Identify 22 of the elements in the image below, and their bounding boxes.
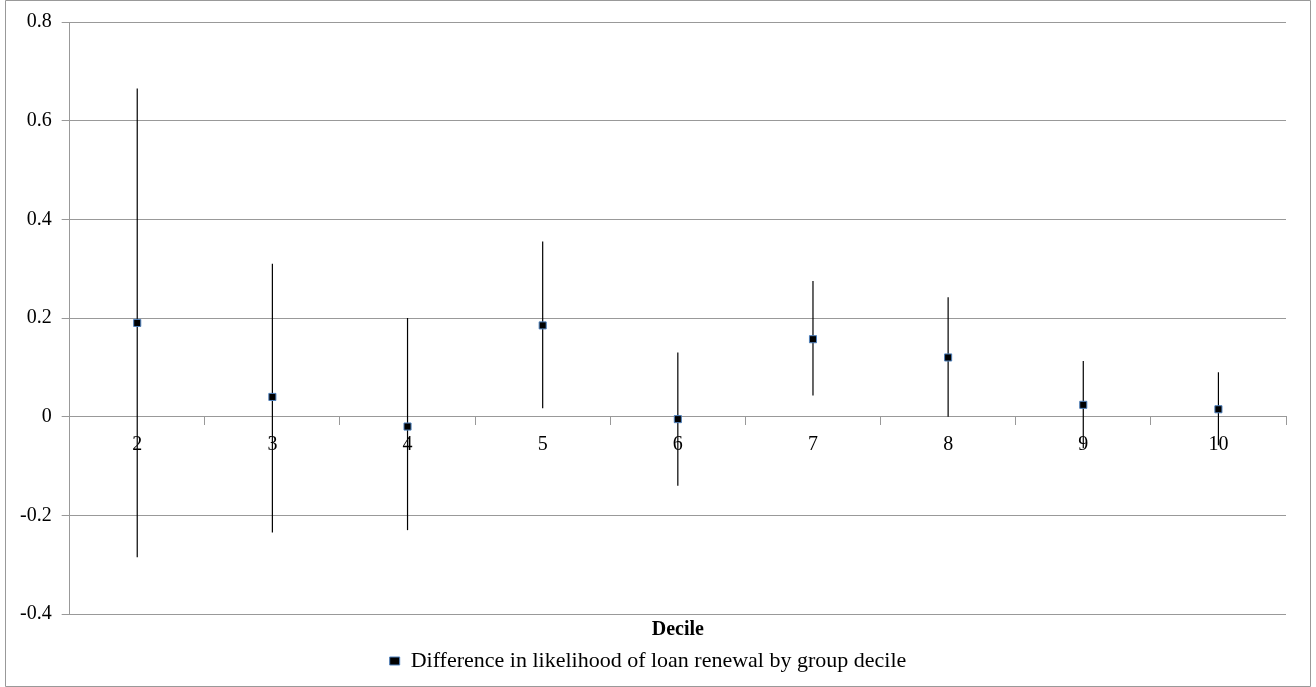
x-tick-label: 8 [943, 431, 954, 454]
point [268, 392, 277, 401]
point [673, 415, 682, 424]
y-tick-label: 0.2 [26, 305, 52, 328]
legend-label: Difference in likelihood of loan renewal by group decile [410, 646, 907, 672]
point [1079, 400, 1088, 409]
x-tick-label: 7 [807, 431, 818, 454]
y-tick-label: 0 [41, 403, 52, 426]
x-tick-label: 5 [537, 431, 548, 454]
y-tick-label: -0.2 [19, 502, 52, 525]
point [808, 335, 818, 344]
x-tick-label: 10 [1208, 431, 1229, 454]
point [1214, 405, 1223, 414]
point [944, 353, 953, 362]
point [133, 318, 142, 327]
point [538, 321, 547, 330]
x-axis-title: Decile [651, 617, 705, 640]
y-tick-label: 0.6 [26, 107, 52, 130]
y-tick-label: -0.4 [19, 601, 52, 624]
point [403, 422, 412, 431]
y-tick-label: 0.4 [26, 206, 52, 229]
y-tick-label: 0.8 [26, 9, 52, 32]
